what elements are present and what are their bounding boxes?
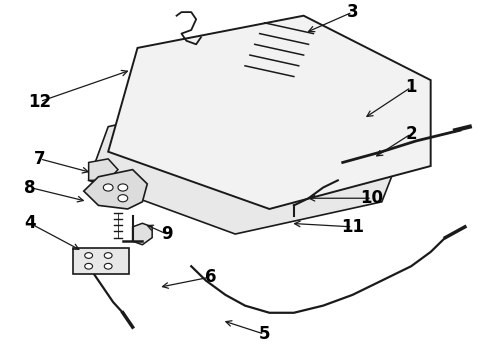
Circle shape: [104, 253, 112, 258]
Text: 7: 7: [34, 150, 46, 168]
Text: 6: 6: [205, 268, 217, 286]
Text: 4: 4: [24, 214, 36, 232]
Polygon shape: [89, 94, 401, 234]
Polygon shape: [89, 159, 118, 180]
Polygon shape: [133, 223, 152, 245]
Polygon shape: [108, 16, 431, 209]
Text: 9: 9: [161, 225, 172, 243]
Text: 11: 11: [341, 218, 364, 236]
Text: 12: 12: [28, 93, 51, 111]
Text: 1: 1: [405, 78, 417, 96]
FancyBboxPatch shape: [73, 248, 129, 274]
Circle shape: [118, 195, 128, 202]
Text: 8: 8: [24, 179, 36, 197]
Text: 3: 3: [347, 3, 358, 21]
Circle shape: [104, 264, 112, 269]
Circle shape: [85, 253, 93, 258]
Circle shape: [118, 184, 128, 191]
Text: 2: 2: [405, 125, 417, 143]
Polygon shape: [84, 170, 147, 209]
Text: 5: 5: [259, 325, 270, 343]
Text: 10: 10: [361, 189, 384, 207]
Circle shape: [103, 184, 113, 191]
Circle shape: [85, 264, 93, 269]
